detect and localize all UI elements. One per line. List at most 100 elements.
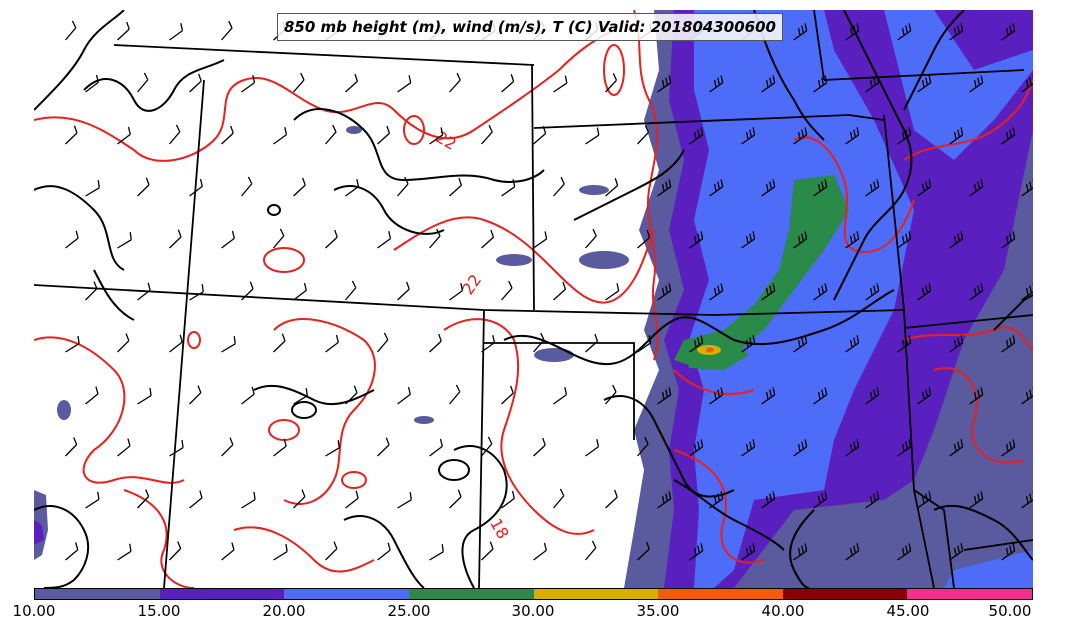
- wind-barb: [605, 384, 617, 405]
- wind-barb: [65, 437, 78, 457]
- wind-barb: [969, 491, 984, 509]
- wind-barb: [657, 491, 672, 509]
- wind-barb: [345, 490, 359, 509]
- wind-barb: [605, 73, 618, 93]
- wind-barb: [189, 73, 202, 93]
- colorbar-tick: 40.00: [761, 602, 805, 620]
- wind-barb: [293, 388, 308, 405]
- wind-barb: [345, 385, 358, 405]
- wind-barb: [709, 491, 724, 509]
- wind-barb: [293, 282, 307, 301]
- wind-barb: [293, 177, 306, 197]
- wind-barb: [637, 541, 650, 561]
- wind-barb: [533, 437, 546, 457]
- wind-barb: [241, 491, 256, 509]
- wind-barb: [345, 73, 359, 93]
- wind-barb: [585, 540, 597, 561]
- wind-barb: [793, 23, 808, 41]
- wind-barb: [189, 284, 204, 301]
- wind-barb: [689, 127, 704, 145]
- wind-barb: [553, 387, 568, 405]
- wind-barb: [761, 75, 776, 93]
- wind-barb: [1001, 543, 1016, 561]
- wind-barb: [449, 384, 461, 405]
- wind-barb: [345, 280, 357, 301]
- wind-barb: [221, 542, 235, 561]
- wind-barb: [657, 283, 672, 301]
- wind-barb: [85, 281, 98, 301]
- wind-barb: [793, 127, 808, 145]
- colorbar: [34, 588, 1033, 600]
- wind-barb: [761, 491, 776, 509]
- wind-barb: [709, 179, 724, 197]
- wind-barb: [813, 75, 828, 93]
- wind-barb: [273, 543, 288, 561]
- wind-barb: [501, 280, 513, 301]
- wind-barb: [169, 229, 182, 249]
- wind-barb: [585, 333, 599, 353]
- wind-barb: [117, 543, 132, 561]
- wind-barb: [709, 75, 724, 93]
- wind-barb: [137, 387, 152, 405]
- wind-barb: [117, 21, 130, 41]
- wind-barb: [709, 283, 724, 301]
- wind-barb: [761, 283, 776, 301]
- temperature-contours: [34, 10, 1033, 588]
- wind-barb: [917, 179, 932, 197]
- wind-barb: [585, 127, 600, 145]
- wind-barb: [397, 281, 410, 301]
- wind-barb: [325, 541, 338, 561]
- wind-barb: [689, 439, 704, 457]
- wind-barb: [657, 179, 672, 197]
- wind-barb: [689, 335, 704, 353]
- colorbar-tick: 20.00: [262, 602, 306, 620]
- wind-barb: [1001, 23, 1016, 41]
- wind-barb: [897, 23, 912, 41]
- colorbar-tick: 25.00: [387, 602, 431, 620]
- map-title: 850 mb height (m), wind (m/s), T (C) Val…: [277, 13, 783, 41]
- wind-barb: [429, 438, 443, 457]
- wind-barb: [1021, 387, 1033, 405]
- wind-barb: [65, 20, 77, 41]
- wind-barb: [969, 283, 984, 301]
- colorbar-tick: 15.00: [137, 602, 181, 620]
- wind-barb: [813, 387, 828, 405]
- wind-barb: [449, 177, 463, 197]
- wind-barb: [845, 439, 860, 457]
- map-panel: 22 22 18: [34, 10, 1033, 588]
- wind-barb: [949, 543, 964, 561]
- wind-barb: [949, 231, 964, 249]
- wind-barb: [969, 179, 984, 197]
- state-borders: [34, 10, 1033, 588]
- wind-barb: [241, 386, 255, 405]
- wind-barb: [481, 124, 493, 145]
- wind-barb: [449, 283, 464, 301]
- wind-barb: [221, 125, 234, 145]
- wind-barb: [137, 282, 151, 301]
- wind-barb: [657, 387, 672, 405]
- wind-barb: [85, 180, 100, 197]
- wind-barb: [221, 336, 236, 353]
- wind-barb: [397, 75, 412, 93]
- wind-barb: [273, 228, 285, 249]
- wind-barb: [969, 387, 984, 405]
- wind-barb: [137, 489, 150, 509]
- wind-barb: [1021, 75, 1033, 93]
- wind-barb: [865, 75, 880, 93]
- wind-barb: [1021, 283, 1033, 301]
- wind-barb: [325, 229, 338, 249]
- wind-barb: [553, 488, 565, 509]
- wind-barb: [1001, 439, 1016, 457]
- wind-barb: [481, 541, 494, 561]
- wind-barb: [845, 23, 860, 41]
- wind-barb: [793, 439, 808, 457]
- wind-barb: [189, 385, 202, 405]
- wind-barb: [689, 543, 704, 561]
- wind-barb: [793, 335, 808, 353]
- wind-barb: [65, 542, 79, 561]
- wind-barb: [169, 439, 184, 457]
- wind-barb: [1021, 491, 1033, 509]
- wind-barb: [325, 124, 337, 145]
- wind-barb: [917, 387, 932, 405]
- wind-barb: [169, 541, 182, 561]
